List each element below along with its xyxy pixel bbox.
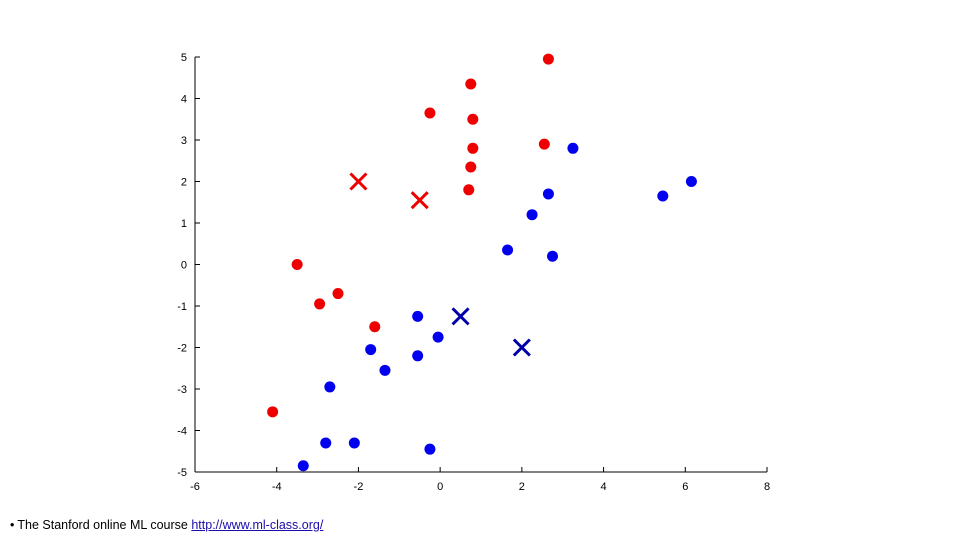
y-tick-label: -5 (177, 467, 187, 479)
data-point (314, 298, 326, 310)
y-tick-label: 0 (181, 260, 187, 272)
data-point (369, 321, 381, 333)
data-point (348, 437, 360, 449)
y-tick-label: 4 (181, 94, 187, 106)
x-tick-label: -2 (354, 481, 364, 493)
y-tick-label: -3 (177, 384, 187, 396)
data-point (542, 53, 554, 65)
data-point (320, 437, 332, 449)
data-point (412, 310, 424, 322)
data-point (424, 107, 436, 119)
centroid-stroke (349, 172, 368, 191)
data-point (465, 161, 477, 173)
centroid-marker (512, 338, 531, 357)
y-tick-label: -2 (177, 343, 187, 355)
bullet: • (10, 518, 15, 532)
x-tick-label: 4 (601, 481, 607, 493)
y-tick-label: -4 (177, 426, 187, 438)
data-point (567, 142, 579, 154)
y-tick-label: 3 (181, 135, 187, 147)
data-point (467, 142, 479, 154)
x-tick-label: 2 (519, 481, 525, 493)
y-tick-label: -1 (177, 301, 187, 313)
x-tick-label: -4 (272, 481, 282, 493)
data-point (297, 460, 309, 472)
x-tick-label: 0 (437, 481, 443, 493)
data-point (467, 113, 479, 125)
data-point (526, 209, 538, 221)
data-point (432, 331, 444, 343)
centroid-stroke (512, 338, 531, 357)
data-point (324, 381, 336, 393)
data-point (685, 176, 697, 187)
data-point (657, 190, 669, 202)
data-points (267, 53, 697, 472)
centroid-marker (451, 307, 470, 326)
y-tick-label: 1 (181, 218, 187, 230)
footer-note: • The Stanford online ML course http://ww… (10, 518, 323, 532)
data-point (379, 364, 391, 376)
centroid-stroke (410, 191, 429, 210)
centroid-marker (410, 191, 429, 210)
centroid-stroke (451, 307, 470, 326)
data-point (542, 188, 554, 200)
data-point (465, 78, 477, 90)
x-tick-label: -6 (190, 481, 200, 493)
x-tick-label: 8 (764, 481, 770, 493)
data-point (424, 443, 436, 455)
y-tick-label: 2 (181, 177, 187, 189)
centroid-marker (349, 172, 368, 191)
data-point (502, 244, 514, 256)
data-point (365, 344, 377, 356)
footer-text: The Stanford online ML course (17, 518, 188, 532)
x-tick-label: 6 (682, 481, 688, 493)
course-link[interactable]: http://www.ml-class.org/ (191, 518, 324, 532)
data-point (291, 259, 303, 270)
data-point (267, 406, 279, 418)
data-point (463, 184, 475, 196)
data-point (538, 138, 550, 150)
data-point (412, 350, 424, 362)
axes: -6 -4 -2 0 2 4 6 8 -5 -4 -3 -2 -1 0 1 2 3 4 5 (177, 52, 770, 493)
data-point (547, 250, 558, 262)
data-point (332, 288, 344, 300)
y-tick-label: 5 (181, 52, 187, 64)
